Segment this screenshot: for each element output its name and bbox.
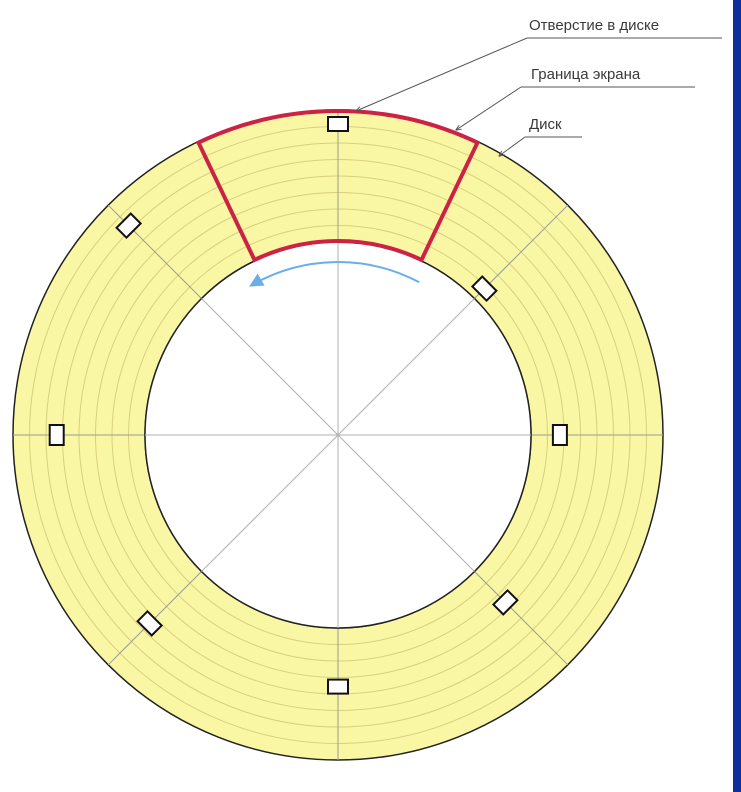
disk-hole: [115, 212, 143, 240]
disk-hole: [48, 424, 65, 446]
disk-hole: [491, 588, 519, 616]
label-hole: Отверстие в диске: [529, 17, 659, 34]
hub-spoke: [201, 434, 339, 572]
annotation-hole: Отверстие в диске: [356, 17, 722, 111]
disk-hole: [136, 609, 164, 637]
disk-hole: [327, 116, 349, 132]
leader-hole: [356, 37, 528, 111]
rotation-arrow: [249, 261, 420, 287]
disk-hole: [551, 424, 568, 446]
leader-disk: [499, 136, 526, 156]
hub-spokes: [145, 242, 531, 628]
annotation-disk: Диск: [499, 116, 582, 156]
disk-spoke: [474, 571, 569, 666]
annotation-screen-border: Граница экрана: [456, 66, 695, 130]
screen-border: [195, 109, 481, 263]
frame-edge: [733, 0, 741, 792]
hub-spoke: [337, 434, 475, 572]
leader-screen-border: [456, 86, 522, 130]
label-disk: Диск: [529, 116, 562, 133]
label-screen-border: Граница экрана: [531, 66, 641, 83]
disk-holes: [48, 116, 568, 695]
hub-spoke: [201, 298, 339, 436]
hub-spoke: [337, 298, 475, 436]
disk-hole: [470, 275, 498, 303]
disk-hole: [327, 678, 349, 695]
